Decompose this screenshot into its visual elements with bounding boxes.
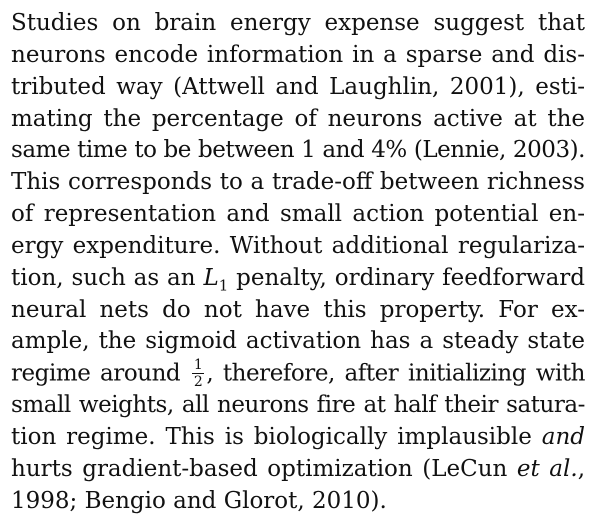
math-subscript: 1 bbox=[218, 276, 229, 295]
body-paragraph: Studies on brain energy expense suggest … bbox=[11, 8, 585, 518]
text-line-6: This corresponds to a trade-off between … bbox=[11, 169, 585, 196]
text-line-7: of representation and small action poten… bbox=[11, 201, 585, 228]
text-line-16: 1998; Bengio and Glorot, 2010). bbox=[11, 487, 387, 514]
text-run: penalty, ordinary feedforward bbox=[228, 264, 585, 291]
text-line-11: ample, the sigmoid activation has a stea… bbox=[11, 328, 585, 355]
text-line-3: tributed way (Attwell and Laughlin, 2001… bbox=[11, 73, 585, 100]
text-run: tion regime. This is biologically implau… bbox=[11, 423, 542, 450]
text-line-13: small weights, all neurons fire at half … bbox=[11, 392, 585, 419]
text-line-10: neural nets do not have this property. F… bbox=[11, 296, 585, 323]
text-line-14: tion regime. This is biologically implau… bbox=[11, 422, 585, 454]
text-line-1: Studies on brain energy expense suggest … bbox=[11, 10, 585, 36]
text-line-9: tion, such as an L1 penalty, ordinary fe… bbox=[11, 263, 585, 295]
text-line-8: ergy expenditure. Without additional reg… bbox=[11, 232, 585, 259]
text-line-15: hurts gradient-based optimization (LeCun… bbox=[11, 454, 585, 486]
text-line-4: mating the percentage of neurons active … bbox=[11, 105, 585, 132]
fraction-numerator: 1 bbox=[191, 357, 205, 375]
text-line-5: same time to be between 1 and 4% (Lennie… bbox=[11, 137, 585, 164]
text-run: , bbox=[577, 455, 586, 482]
text-run: , therefore, after initializing with bbox=[206, 360, 585, 387]
text-run: tion, such as an bbox=[11, 264, 204, 291]
text-run: regime around bbox=[11, 360, 190, 387]
math-variable-l: L bbox=[203, 264, 219, 291]
emphasis-text: and bbox=[541, 423, 585, 450]
emphasis-text: et al. bbox=[516, 455, 578, 482]
text-run: hurts gradient-based optimization (LeCun bbox=[11, 455, 517, 482]
fraction-denominator: 2 bbox=[193, 374, 203, 391]
text-line-2: neurons encode information in a sparse a… bbox=[11, 41, 585, 68]
